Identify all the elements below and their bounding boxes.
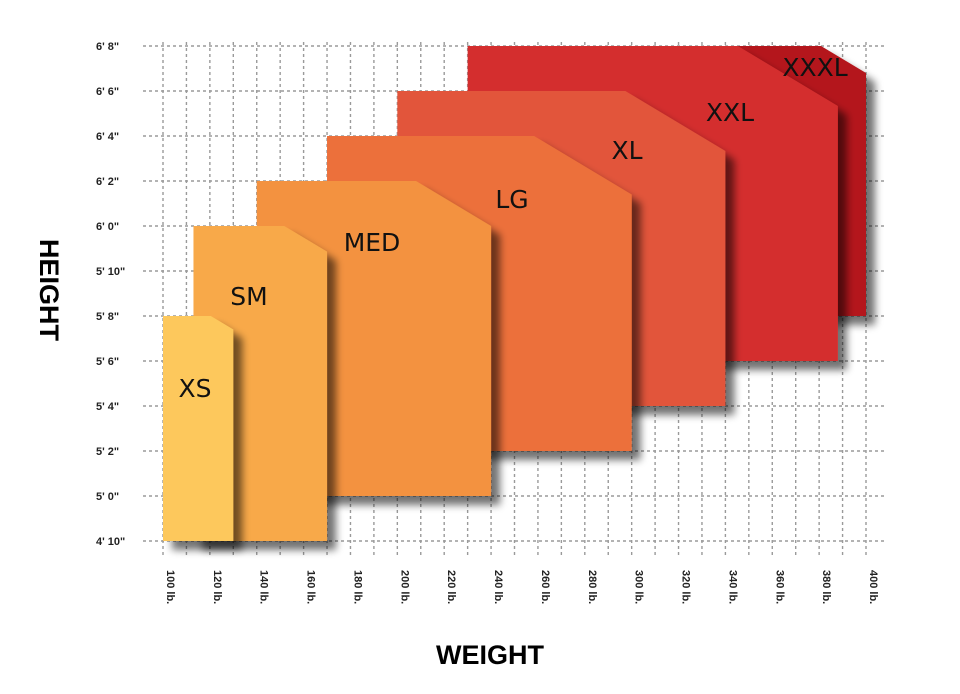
size-labels: XS SM MED LG XL XXL XXXL [179, 53, 848, 403]
size-label-sm: SM [230, 282, 267, 311]
x-tick-label: 200 lb. [398, 570, 410, 604]
y-axis-title: HEIGHT [34, 239, 64, 342]
x-tick-label: 100 lb. [164, 570, 176, 604]
y-tick-label: 6' 8" [96, 41, 119, 53]
x-tick-label: 360 lb. [773, 570, 785, 604]
x-tick-label: 260 lb. [539, 570, 551, 604]
x-tick-label: 300 lb. [633, 570, 645, 604]
size-region-xs [163, 316, 234, 541]
size-label-xl: XL [611, 136, 642, 165]
x-tick-label: 280 lb. [586, 570, 598, 604]
x-tick-label: 120 lb. [211, 570, 223, 604]
x-tick-label: 240 lb. [492, 570, 504, 604]
x-tick-label: 400 lb. [867, 570, 879, 604]
x-tick-label: 140 lb. [258, 570, 270, 604]
x-tick-label: 160 lb. [305, 570, 317, 604]
y-tick-label: 5' 0" [96, 491, 119, 503]
size-label-med: MED [344, 228, 401, 257]
y-tick-label: 5' 4" [96, 401, 119, 413]
x-tick-label: 380 lb. [820, 570, 832, 604]
y-tick-label: 6' 2" [96, 176, 119, 188]
size-label-xxl: XXL [706, 98, 754, 127]
x-tick-labels: 100 lb. 120 lb. 140 lb. 160 lb. 180 lb. 200 l… [164, 570, 879, 604]
y-tick-label: 6' 6" [96, 86, 119, 98]
x-tick-label: 320 lb. [680, 570, 692, 604]
y-tick-label: 5' 2" [96, 446, 119, 458]
y-tick-label: 6' 0" [96, 221, 119, 233]
y-tick-label: 6' 4" [96, 131, 119, 143]
x-tick-label: 180 lb. [351, 570, 363, 604]
size-label-xs: XS [179, 374, 212, 403]
y-tick-label: 5' 8" [96, 311, 119, 323]
size-label-lg: LG [495, 185, 528, 214]
size-label-xxxl: XXXL [782, 53, 847, 82]
x-axis-title: WEIGHT [436, 640, 544, 670]
x-tick-label: 340 lb. [726, 570, 738, 604]
y-tick-label: 4' 10" [96, 536, 125, 548]
y-tick-label: 5' 6" [96, 356, 119, 368]
size-regions [163, 46, 866, 541]
y-tick-label: 5' 10" [96, 266, 125, 278]
y-tick-labels: 4' 10" 5' 0" 5' 2" 5' 4" 5' 6" 5' 8" 5' 10" 6' … [96, 41, 125, 548]
x-tick-label: 220 lb. [445, 570, 457, 604]
